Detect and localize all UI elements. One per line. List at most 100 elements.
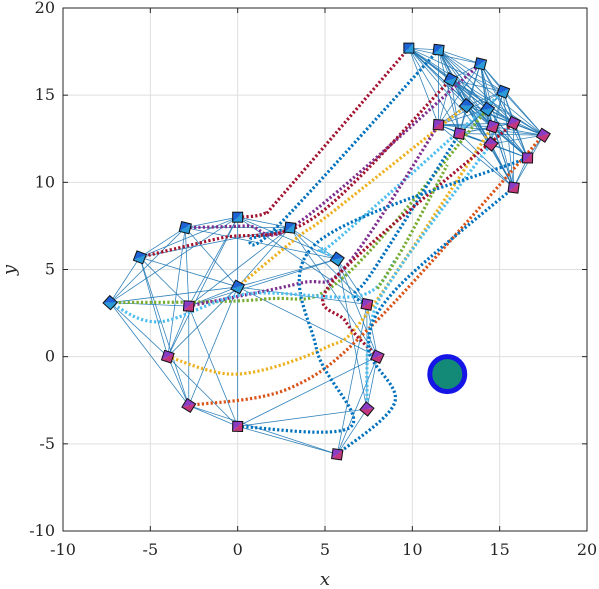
goal-agent-marker [506, 115, 521, 131]
start-agent-marker [230, 279, 246, 295]
network-link [438, 49, 544, 136]
x-tick-label: -5 [143, 540, 159, 559]
marker-half [331, 448, 343, 459]
marker-outline [181, 397, 197, 414]
network-link [336, 408, 368, 455]
marker-half [522, 153, 533, 164]
marker-half [507, 181, 520, 192]
network-link [438, 122, 514, 126]
marker-half [183, 301, 195, 312]
network-link [188, 305, 239, 427]
network-link [438, 79, 452, 125]
marker-outline [403, 42, 415, 54]
marker-half [522, 152, 533, 163]
marker-half [507, 183, 520, 194]
trajectory-line [317, 90, 505, 261]
trajectory-line [109, 259, 397, 324]
start-agent-marker [160, 349, 175, 364]
marker-half [483, 136, 498, 145]
network-link [188, 405, 238, 427]
marker-half [496, 85, 510, 95]
network-link [237, 258, 338, 288]
marker-half [459, 105, 474, 113]
network-link [366, 356, 378, 410]
network-link [492, 126, 515, 188]
marker-outline [102, 294, 118, 311]
marker-half [361, 298, 373, 309]
marker-half [284, 223, 296, 234]
x-tick-label: 0 [233, 540, 243, 559]
marker-half [453, 127, 466, 138]
start-agent-marker [181, 397, 197, 414]
goal-agent-marker [507, 181, 520, 194]
marker-outline [232, 211, 244, 223]
network-link [438, 49, 514, 124]
marker-half [331, 450, 343, 460]
marker-half [480, 107, 495, 117]
start-agent-marker [360, 297, 374, 311]
marker-half [443, 72, 458, 82]
x-tick-label: 20 [577, 540, 597, 559]
trajectory-line [188, 134, 545, 408]
marker-half [183, 300, 195, 311]
y-tick-label: 10 [35, 172, 55, 191]
trajectory-line [365, 143, 493, 410]
trajectory-line [353, 132, 461, 306]
x-tick-label: 10 [402, 540, 422, 559]
network-link [110, 286, 238, 304]
network-link [487, 108, 528, 159]
marker-half [103, 302, 118, 310]
marker-outline [507, 181, 520, 194]
network-link [188, 227, 291, 307]
network-link [139, 257, 169, 357]
marker-outline [506, 115, 521, 131]
y-tick-label: 0 [45, 347, 55, 366]
network-link [502, 91, 544, 136]
marker-half [453, 129, 466, 140]
start-agent-marker [102, 294, 118, 311]
start-agent-marker [283, 221, 297, 234]
marker-half [230, 280, 245, 290]
y-tick-label: -10 [29, 521, 55, 540]
marker-outline [483, 136, 499, 152]
goal-agent-marker [473, 57, 488, 71]
goal-agent-marker [443, 72, 459, 87]
network-link [490, 143, 514, 188]
network-link [480, 63, 494, 127]
marker-half [133, 254, 147, 264]
x-tick-label: 15 [489, 540, 509, 559]
x-tick-label: -10 [50, 540, 76, 559]
goal-agent-marker [432, 43, 445, 56]
marker-outline [360, 297, 374, 311]
trajectory-line [237, 156, 529, 434]
network-link [492, 126, 528, 159]
marker-half [359, 401, 374, 410]
marker-outline [370, 349, 385, 364]
marker-half [432, 45, 445, 56]
network-link [109, 302, 169, 357]
network-link [450, 79, 528, 159]
marker-half [179, 224, 192, 234]
network-link [450, 79, 544, 136]
goal-agent-marker [479, 101, 496, 117]
network-link [188, 217, 239, 307]
marker-half [359, 408, 374, 416]
network-link [490, 143, 528, 159]
network-link [480, 63, 528, 159]
y-tick-label: 5 [45, 260, 55, 279]
marker-half [179, 221, 192, 232]
marker-half [433, 120, 444, 131]
marker-outline [432, 43, 445, 56]
marker-outline [283, 221, 297, 234]
network-link [139, 256, 238, 288]
network-link [237, 227, 291, 288]
network-link [450, 79, 488, 110]
marker-outline [453, 127, 466, 140]
marker-half [459, 98, 474, 106]
network-link [139, 257, 190, 307]
marker-half [474, 60, 487, 70]
network-link [336, 258, 378, 357]
network-link [408, 47, 504, 93]
marker-outline [473, 57, 488, 71]
marker-outline [160, 349, 175, 364]
